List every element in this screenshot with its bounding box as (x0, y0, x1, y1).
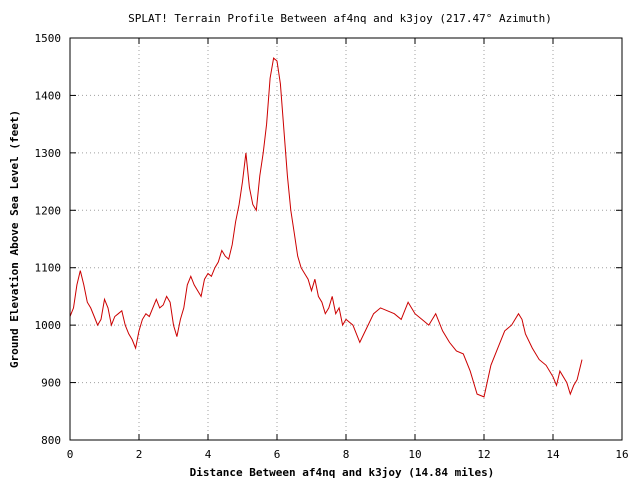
x-tick-label: 8 (343, 448, 350, 461)
x-tick-label: 10 (408, 448, 421, 461)
x-tick-label: 4 (205, 448, 212, 461)
x-tick-label: 2 (136, 448, 143, 461)
x-tick-label: 0 (67, 448, 74, 461)
y-tick-label: 800 (41, 434, 61, 447)
x-axis-label: Distance Between af4nq and k3joy (14.84 … (190, 466, 495, 479)
y-tick-label: 900 (41, 377, 61, 390)
y-tick-label: 1000 (35, 319, 62, 332)
plot-frame (69, 37, 623, 441)
grid-lines (70, 38, 622, 440)
y-tick-label: 1100 (35, 262, 62, 275)
y-tick-label: 1300 (35, 147, 62, 160)
x-tick-label: 14 (546, 448, 560, 461)
y-tick-label: 1200 (35, 204, 62, 217)
elevation-profile-line (69, 57, 583, 398)
y-axis-ticks: 800 900 1000 1100 1200 1300 1400 1500 (35, 32, 622, 447)
chart-title: SPLAT! Terrain Profile Between af4nq and… (128, 12, 552, 25)
x-tick-label: 16 (615, 448, 628, 461)
y-tick-label: 1400 (35, 89, 62, 102)
y-axis-label: Ground Elevation Above Sea Level (feet) (8, 110, 21, 368)
x-tick-label: 12 (477, 448, 490, 461)
y-tick-label: 1500 (35, 32, 62, 45)
x-axis-ticks: 0 2 4 6 8 10 12 14 16 (67, 38, 629, 461)
x-tick-label: 6 (274, 448, 281, 461)
